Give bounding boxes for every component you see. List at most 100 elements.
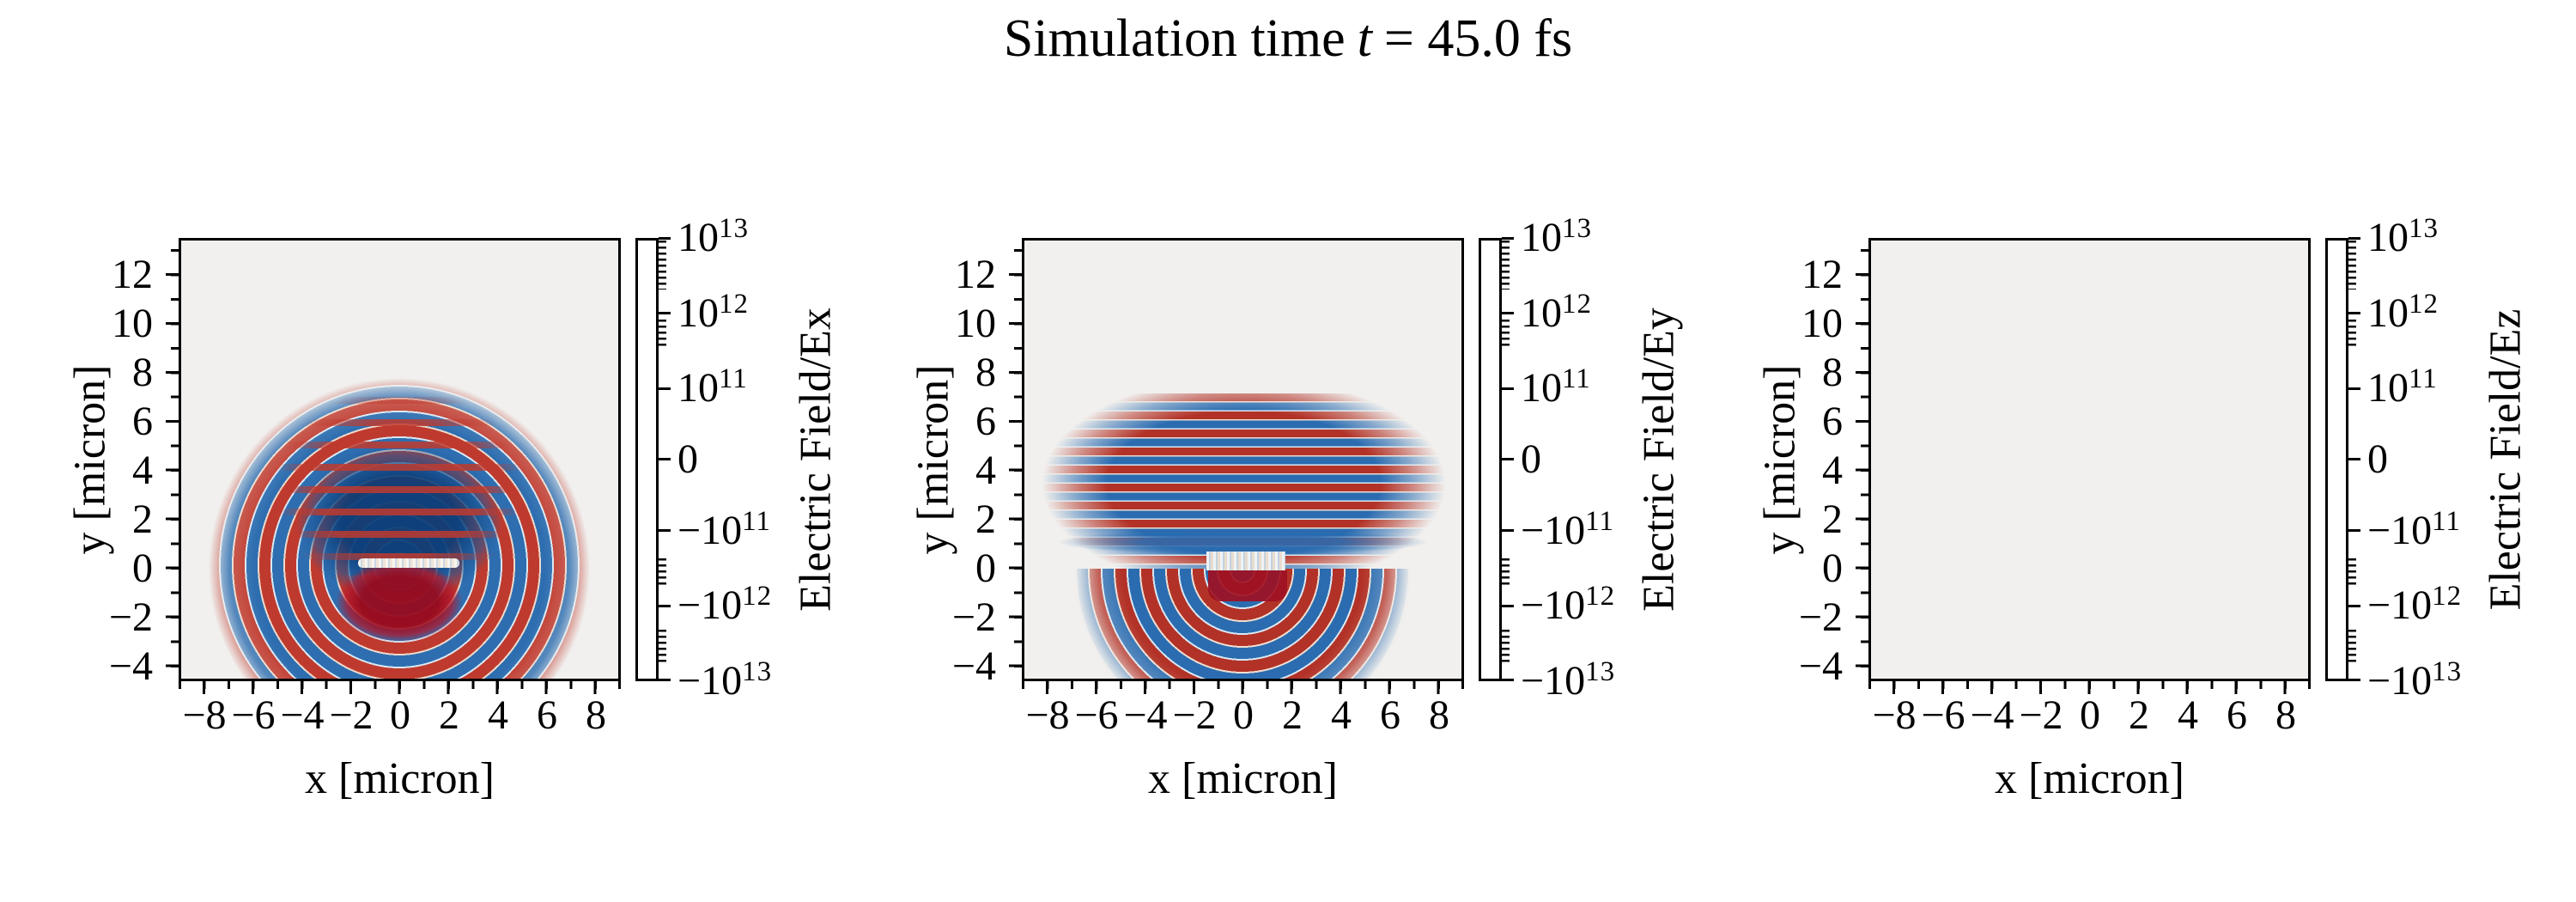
y-tick-label: 4 bbox=[975, 448, 996, 493]
x-tick-label: 4 bbox=[1331, 692, 1352, 738]
y-tick-label: −2 bbox=[951, 594, 996, 640]
x-tick-label: −2 bbox=[2019, 692, 2063, 738]
y-tick-label: 0 bbox=[1822, 545, 1843, 591]
colorbar-tick bbox=[1502, 458, 1514, 460]
colorbar-tick bbox=[659, 237, 671, 240]
colorbar-tick-label: −1012 bbox=[1521, 581, 1616, 628]
colorbar-tick-label: 1012 bbox=[2367, 289, 2439, 336]
x-tick-labels: −8 −6 −4 −2 0 2 4 6 8 bbox=[1022, 692, 1464, 743]
colorbar-ez bbox=[2325, 238, 2348, 681]
colorbar-tick-label: 1012 bbox=[677, 289, 749, 336]
colorbar-tick-label: 0 bbox=[677, 436, 698, 482]
x-tick-label: 6 bbox=[2227, 692, 2247, 738]
x-tick-label: 2 bbox=[439, 692, 459, 738]
y-tick-label: 10 bbox=[955, 301, 996, 346]
y-axis-major-ticks bbox=[166, 273, 179, 670]
y-axis-major-ticks bbox=[1009, 273, 1022, 670]
colorbar-tick-label: −1011 bbox=[2367, 506, 2461, 553]
x-tick-label: −4 bbox=[1970, 692, 2014, 738]
heatmap-ex bbox=[179, 238, 621, 681]
colorbar-tick-label: −1013 bbox=[2367, 656, 2463, 704]
x-tick-label: 0 bbox=[1233, 692, 1254, 738]
ex-lower-red-lobe bbox=[181, 241, 618, 679]
y-tick-label: 4 bbox=[1822, 448, 1843, 493]
x-tick-label: −6 bbox=[1921, 692, 1965, 738]
colorbar-minor-ticks bbox=[1502, 630, 1510, 663]
heatmap-ez bbox=[1868, 238, 2311, 681]
colorbar-tick-label: −1013 bbox=[677, 656, 773, 704]
x-tick-labels: −8 −6 −4 −2 0 2 4 6 8 bbox=[1868, 692, 2311, 743]
colorbar-tick bbox=[659, 605, 671, 607]
heatmap-ey bbox=[1022, 238, 1464, 681]
x-axis-major-ticks bbox=[1893, 681, 2289, 694]
colorbar-minor-ticks bbox=[659, 558, 666, 586]
colorbar-minor-ticks bbox=[659, 320, 666, 350]
x-tick-label: −2 bbox=[1172, 692, 1217, 738]
colorbar-tick bbox=[659, 312, 671, 314]
x-tick-label: −6 bbox=[1074, 692, 1119, 738]
panel-ex: y [micron] 12 10 8 6 4 2 0 −2 −4 −8 −6 −… bbox=[66, 213, 841, 803]
x-tick-label: 8 bbox=[2275, 692, 2296, 738]
x-axis-major-ticks bbox=[1046, 681, 1443, 694]
title-suffix: = 45.0 fs bbox=[1383, 9, 1573, 68]
colorbar-tick-labels: 1013 1012 1011 0 −1011 −1012 −1013 bbox=[2367, 213, 2522, 704]
x-tick-labels: −8 −6 −4 −2 0 2 4 6 8 bbox=[179, 692, 621, 743]
colorbar-tick bbox=[1502, 679, 1514, 681]
colorbar-ey bbox=[1479, 238, 1502, 681]
colorbar-tick bbox=[2348, 312, 2360, 314]
colorbar-tick bbox=[2348, 605, 2360, 607]
x-tick-label: 8 bbox=[586, 692, 606, 738]
colorbar-tick bbox=[2348, 679, 2360, 681]
colorbar-tick-labels: 1013 1012 1011 0 −1011 −1012 −1013 bbox=[677, 213, 832, 704]
y-tick-label: 6 bbox=[1822, 399, 1843, 444]
colorbar-tick-label: −1012 bbox=[2367, 581, 2463, 628]
colorbar-tick bbox=[2348, 458, 2360, 460]
colorbar-tick-label: 1011 bbox=[1521, 363, 1591, 411]
y-tick-label: 0 bbox=[132, 545, 153, 591]
y-tick-label: −2 bbox=[1798, 594, 1843, 640]
y-tick-label: −4 bbox=[951, 643, 996, 689]
colorbar-minor-ticks bbox=[659, 630, 666, 663]
colorbar-tick bbox=[2348, 237, 2360, 240]
colorbar-tick bbox=[1502, 529, 1514, 532]
panel-ey: y [micron] 12 10 8 6 4 2 0 −2 −4 −8 −6 −… bbox=[909, 213, 1684, 803]
y-tick-label: 0 bbox=[975, 545, 996, 591]
colorbar-tick-label: −1013 bbox=[1521, 656, 1616, 704]
colorbar-tick-label: 1011 bbox=[2367, 363, 2438, 411]
colorbar-tick bbox=[1502, 312, 1514, 314]
colorbar-minor-ticks bbox=[1502, 241, 1510, 289]
colorbar-minor-ticks bbox=[2348, 241, 2356, 289]
colorbar-tick bbox=[1502, 237, 1514, 240]
x-tick-label: 6 bbox=[537, 692, 557, 738]
colorbar-tick-label: 0 bbox=[1521, 436, 1541, 482]
x-axis-major-ticks bbox=[203, 681, 599, 694]
colorbar-tick-label: 0 bbox=[2367, 436, 2388, 482]
colorbar-minor-ticks bbox=[2348, 320, 2356, 350]
y-tick-labels: 12 10 8 6 4 2 0 −2 −4 bbox=[884, 238, 996, 689]
colorbar-tick-label: −1011 bbox=[677, 506, 771, 553]
y-tick-label: 6 bbox=[132, 399, 153, 444]
x-tick-label: −6 bbox=[231, 692, 276, 738]
y-tick-label: 2 bbox=[1822, 497, 1843, 542]
x-tick-label: 0 bbox=[2080, 692, 2100, 738]
colorbar-minor-ticks bbox=[1502, 320, 1510, 350]
x-tick-label: −4 bbox=[280, 692, 325, 738]
y-tick-label: 12 bbox=[1801, 252, 1843, 297]
colorbar-minor-ticks bbox=[659, 241, 666, 289]
y-tick-label: 6 bbox=[975, 399, 996, 444]
y-tick-label: 8 bbox=[1822, 350, 1843, 395]
colorbar-tick bbox=[2348, 529, 2360, 532]
colorbar-tick-label: −1011 bbox=[1521, 506, 1614, 553]
x-tick-label: 6 bbox=[1380, 692, 1400, 738]
y-tick-label: 10 bbox=[112, 301, 153, 346]
title-prefix: Simulation time bbox=[1003, 9, 1346, 68]
x-tick-label: −8 bbox=[1872, 692, 1917, 738]
y-tick-label: 8 bbox=[975, 350, 996, 395]
x-tick-label: 0 bbox=[390, 692, 410, 738]
colorbar-tick bbox=[1502, 387, 1514, 390]
x-tick-label: −8 bbox=[182, 692, 227, 738]
colorbar-tick-label: 1013 bbox=[677, 213, 749, 260]
y-axis-major-ticks bbox=[1856, 273, 1868, 670]
ey-target-speckle-block bbox=[1206, 552, 1285, 570]
